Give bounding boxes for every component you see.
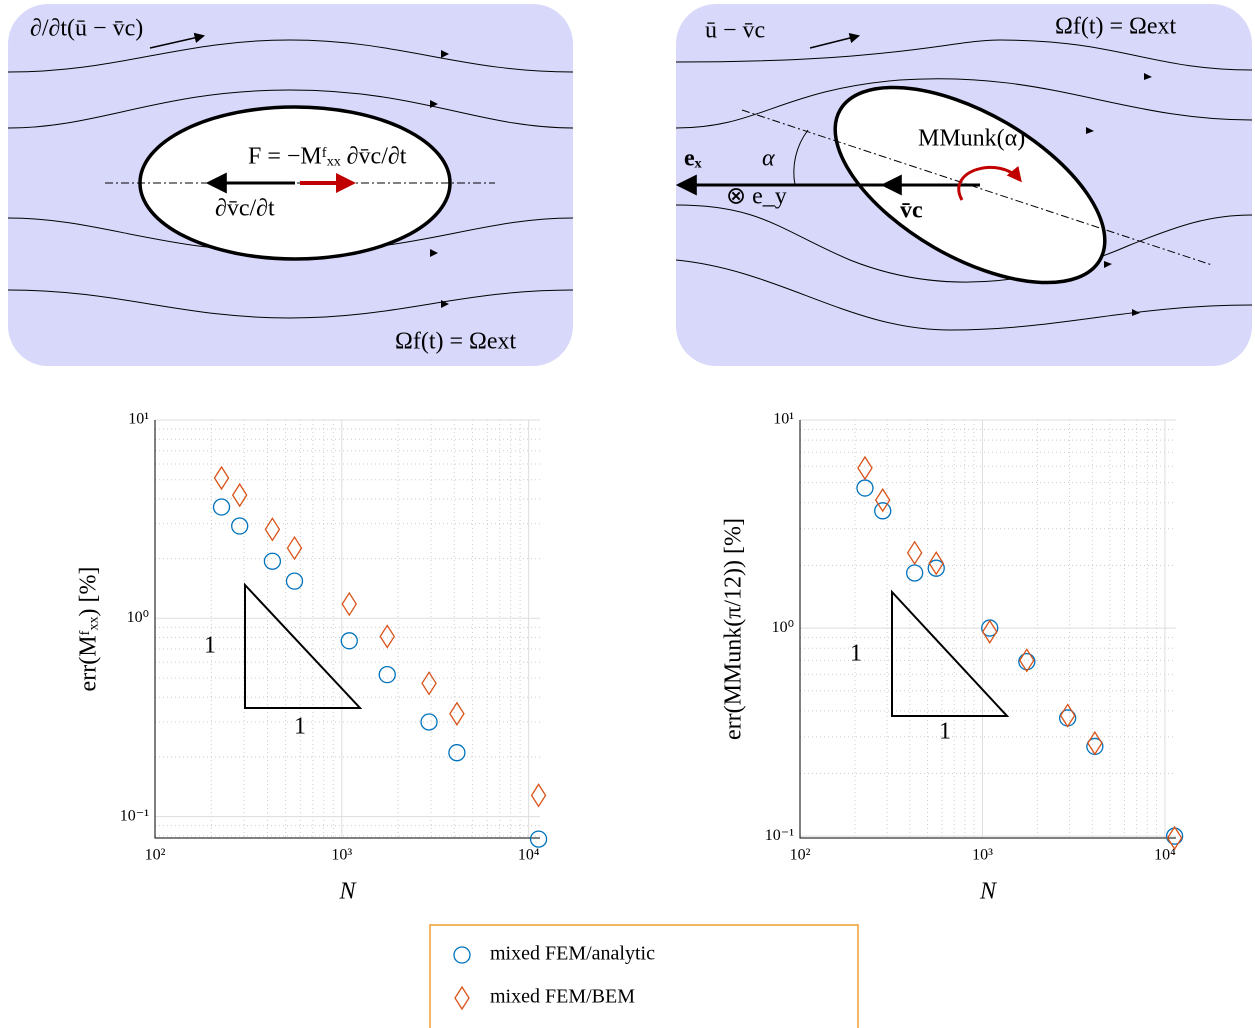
annotation: 1 — [204, 633, 216, 659]
point — [1018, 652, 1036, 671]
slope-triangle — [891, 589, 1010, 717]
plot-area — [800, 420, 1176, 838]
point — [213, 465, 230, 491]
label-arrow — [809, 32, 861, 49]
point — [857, 455, 873, 481]
x-tick-label: 10⁴ — [518, 847, 540, 864]
legend: mixed FEM/analytic mixed FEM/BEM — [429, 924, 859, 1028]
x-tick-label: 10³ — [972, 847, 993, 864]
flow-arrow — [430, 249, 438, 257]
diagram-label: Ωf(t) = Ωext — [395, 329, 517, 355]
diagram-label: ⊗ e_y — [726, 184, 787, 210]
diagram-label: ∂/∂t(ū − v̄c) — [30, 16, 143, 42]
streamline — [7, 39, 574, 73]
axes — [799, 420, 1176, 839]
point — [1059, 703, 1076, 728]
y-axis-label: err(Mᶠₓₓ) [%] — [76, 567, 102, 692]
slope-triangle — [244, 582, 363, 709]
point — [449, 701, 465, 726]
point — [263, 552, 282, 570]
angle-arc — [793, 129, 809, 186]
point — [874, 502, 892, 520]
diagram-label: MMunk(α) — [918, 126, 1025, 152]
flow-arrow — [1144, 73, 1152, 80]
point — [1019, 648, 1035, 673]
y-axis-label: err(MMunk(π/12)) [%] — [721, 518, 747, 740]
point — [448, 744, 466, 762]
point — [927, 559, 945, 577]
annotation: 1 — [850, 641, 862, 667]
diagram-label: ∂v̄c/∂t — [215, 196, 275, 222]
point — [421, 671, 437, 696]
point — [285, 572, 304, 590]
point — [928, 551, 945, 576]
streamline — [675, 204, 1253, 283]
streamline — [7, 289, 574, 319]
y-tick-label: 10⁻¹ — [765, 827, 794, 844]
point — [341, 591, 358, 617]
streamline — [7, 89, 574, 129]
y-tick-label: 10⁻¹ — [120, 807, 149, 824]
x-tick-label: 10² — [790, 847, 811, 864]
axes — [154, 420, 540, 839]
streamline — [675, 39, 1253, 71]
point — [286, 535, 303, 561]
x-tick-label: 10⁴ — [1154, 847, 1176, 864]
streamline — [675, 78, 1253, 129]
point — [906, 540, 923, 566]
diagram-label: Ωf(t) = Ωext — [1055, 14, 1177, 40]
point — [420, 713, 438, 731]
y-tick-label: 10¹ — [773, 411, 794, 428]
diagram-munk-moment: ū − v̄c Ωf(t) = Ωext MMunk(α) eₓ ⊗ e_y α… — [675, 4, 1253, 366]
point — [874, 487, 891, 513]
point — [1087, 730, 1103, 756]
legend-marker — [454, 985, 470, 1011]
legend-label: mixed FEM/analytic — [490, 943, 655, 965]
annotation: 1 — [294, 714, 306, 740]
label-arrow — [149, 32, 206, 49]
plot-area — [155, 420, 540, 838]
point — [231, 517, 249, 535]
point — [212, 498, 231, 516]
flow-arrow — [441, 300, 449, 308]
y-tick-label: 10¹ — [128, 411, 149, 428]
legend-label: mixed FEM/BEM — [490, 986, 635, 1008]
axis — [741, 109, 1213, 266]
point — [379, 624, 396, 649]
point — [1166, 825, 1183, 851]
point — [981, 619, 998, 644]
flow-arrow — [430, 100, 438, 108]
diagram-label: v̄c — [900, 198, 923, 224]
streamline — [675, 259, 1253, 331]
diagram-label: F = −Mᶠₓₓ ∂v̄c/∂t — [248, 144, 407, 170]
point — [264, 517, 281, 542]
flow-arrow — [1132, 309, 1140, 316]
x-axis-label: N — [979, 879, 998, 905]
y-tick-label: 10⁰ — [772, 619, 794, 636]
point — [529, 830, 548, 848]
x-tick-label: 10³ — [331, 847, 352, 864]
y-tick-label: 10⁰ — [127, 609, 149, 626]
flow-arrow — [1086, 127, 1094, 134]
x-tick-label: 10² — [145, 847, 166, 864]
diagram-label: ū − v̄c — [705, 18, 765, 44]
moment-arrow — [957, 165, 1022, 201]
diagram-label: eₓ — [684, 146, 702, 172]
annotation: 1 — [939, 719, 951, 745]
x-axis-label: N — [338, 879, 357, 905]
flow-arrow — [1104, 261, 1112, 268]
point — [340, 632, 358, 650]
legend-marker — [453, 946, 471, 964]
flow-arrow — [441, 50, 449, 58]
point — [530, 783, 547, 808]
point — [378, 665, 396, 684]
point — [231, 482, 248, 508]
diagram-added-mass: ∂/∂t(ū − v̄c) F = −Mᶠₓₓ ∂v̄c/∂t ∂v̄c/∂t … — [7, 4, 574, 366]
diagram-label: α — [762, 146, 775, 172]
legend-box — [429, 924, 859, 1028]
